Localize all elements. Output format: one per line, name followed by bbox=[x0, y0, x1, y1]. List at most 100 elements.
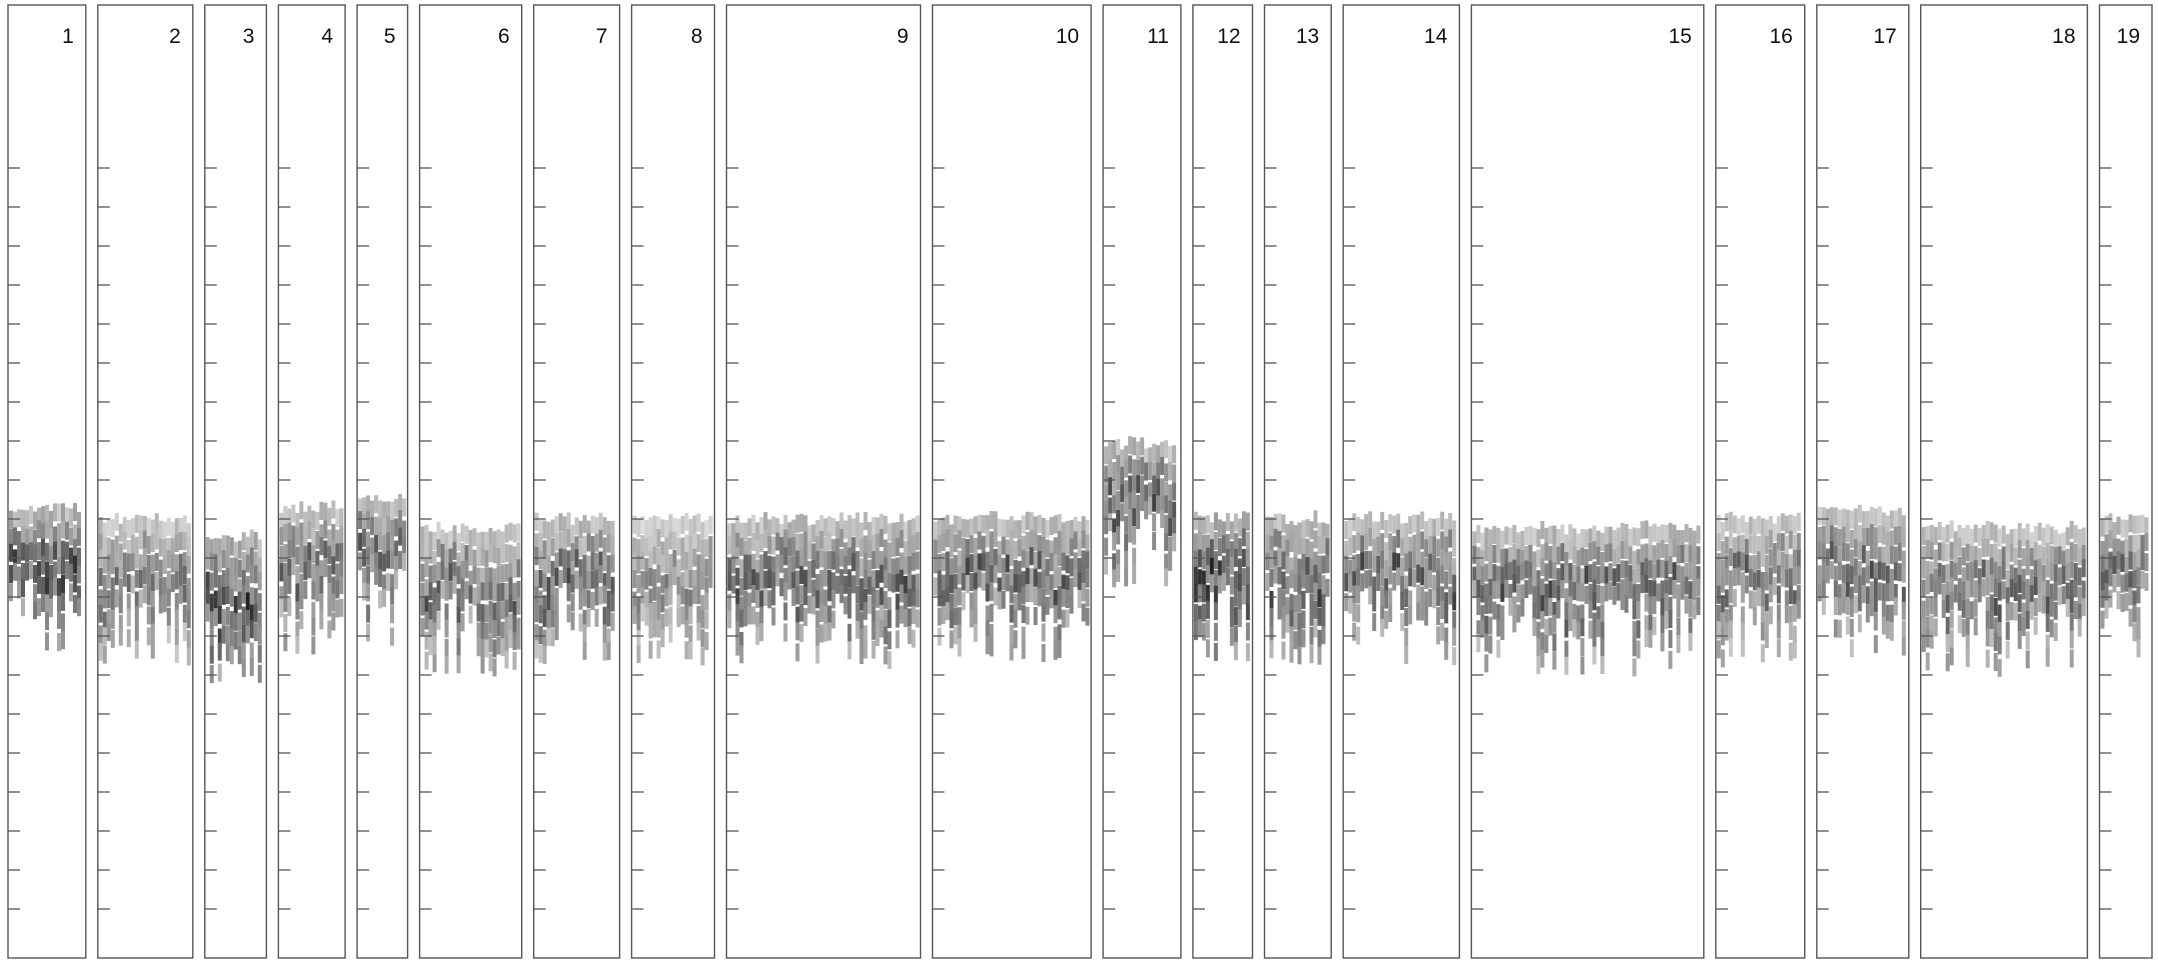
heatmap-cell bbox=[1476, 563, 1481, 582]
heatmap-cell bbox=[327, 545, 332, 564]
chromosome-panel-4: 4 bbox=[277, 4, 346, 959]
heatmap-cell bbox=[1112, 462, 1117, 480]
heatmap-cell bbox=[985, 529, 990, 548]
heatmap-cell bbox=[1156, 495, 1161, 514]
heatmap-cell bbox=[1057, 640, 1062, 659]
heatmap-cell bbox=[1676, 618, 1681, 636]
heatmap-cell bbox=[1104, 500, 1109, 519]
heatmap-cell bbox=[428, 565, 433, 584]
chromosome-panel-6: 6 bbox=[418, 4, 523, 959]
heatmap-cell bbox=[1732, 515, 1737, 534]
heatmap-cell bbox=[1293, 573, 1298, 592]
heatmap-cell bbox=[21, 509, 25, 528]
heatmap-cell bbox=[915, 573, 920, 592]
heatmap-cell bbox=[1684, 544, 1689, 563]
heatmap-cell bbox=[241, 606, 246, 625]
heatmap-cell bbox=[977, 553, 982, 572]
heatmap-cell bbox=[468, 605, 473, 624]
heatmap-cell bbox=[428, 637, 433, 656]
heatmap-cell bbox=[1981, 525, 1986, 543]
heatmap-cell bbox=[1049, 553, 1054, 572]
heatmap-cell bbox=[819, 531, 824, 549]
heatmap-cell bbox=[1600, 552, 1605, 570]
heatmap-cell bbox=[41, 594, 45, 612]
heatmap-cell bbox=[69, 583, 73, 602]
heatmap-cell bbox=[887, 573, 892, 592]
heatmap-cell bbox=[1636, 584, 1641, 602]
heatmap-cell bbox=[859, 558, 864, 577]
heatmap-cell bbox=[1045, 539, 1050, 558]
heatmap-cell bbox=[640, 516, 645, 534]
heatmap-cell bbox=[2045, 523, 2050, 542]
heatmap-cell bbox=[815, 536, 820, 555]
heatmap-cell bbox=[1849, 639, 1854, 658]
heatmap-cell bbox=[534, 547, 539, 566]
heatmap-cell bbox=[102, 645, 107, 664]
heatmap-cell bbox=[1877, 506, 1882, 525]
heatmap-cell bbox=[1937, 576, 1942, 595]
heatmap-cell bbox=[1885, 604, 1890, 623]
heatmap-cell bbox=[546, 555, 551, 574]
heatmap-cell bbox=[1452, 611, 1457, 630]
heatmap-cell bbox=[1168, 536, 1173, 555]
heatmap-cell bbox=[891, 538, 896, 557]
panel-label: 6 bbox=[498, 25, 510, 48]
heatmap-cell bbox=[851, 575, 856, 594]
panel-frame bbox=[630, 4, 716, 959]
heatmap-cell bbox=[1989, 629, 1994, 648]
heatmap-cell bbox=[1957, 556, 1962, 575]
heatmap-cell bbox=[957, 516, 962, 535]
heatmap-cell bbox=[1053, 641, 1058, 660]
heatmap-cell bbox=[907, 537, 912, 556]
heatmap-cell bbox=[241, 551, 246, 570]
heatmap-cell bbox=[209, 572, 214, 591]
heatmap-cell bbox=[542, 520, 547, 539]
heatmap-cell bbox=[1752, 591, 1757, 610]
heatmap-cell bbox=[1168, 518, 1173, 536]
heatmap-cell bbox=[1376, 536, 1381, 555]
heatmap-cell bbox=[985, 515, 990, 534]
heatmap-cell bbox=[299, 522, 304, 541]
heatmap-cell bbox=[1620, 560, 1625, 579]
heatmap-cell bbox=[166, 570, 171, 589]
heatmap-cell bbox=[1069, 595, 1074, 614]
heatmap-cell bbox=[1396, 567, 1401, 586]
heatmap-cell bbox=[1564, 656, 1569, 675]
heatmap-cell bbox=[257, 612, 262, 631]
heatmap-cell bbox=[933, 555, 938, 574]
heatmap-cell bbox=[33, 601, 37, 620]
heatmap-cell bbox=[1985, 538, 1990, 557]
heatmap-cell bbox=[496, 601, 501, 620]
heatmap-cell bbox=[114, 589, 119, 608]
heatmap-cell bbox=[241, 624, 246, 643]
heatmap-cell bbox=[69, 527, 73, 546]
heatmap-cell bbox=[989, 564, 994, 583]
heatmap-cell bbox=[1432, 518, 1437, 537]
heatmap-cell bbox=[209, 539, 214, 558]
heatmap-cell bbox=[504, 650, 509, 669]
heatmap-cell bbox=[307, 505, 312, 524]
heatmap-cell bbox=[1792, 534, 1797, 553]
heatmap-cell bbox=[138, 554, 143, 573]
heatmap-cell bbox=[1965, 634, 1970, 653]
heatmap-cell bbox=[534, 533, 539, 552]
heatmap-cell bbox=[488, 634, 493, 653]
heatmap-cell bbox=[1993, 579, 1998, 597]
heatmap-cell bbox=[1041, 603, 1046, 622]
heatmap-cell bbox=[891, 522, 896, 541]
heatmap-cell bbox=[98, 568, 103, 586]
heatmap-cell bbox=[1825, 525, 1830, 544]
heatmap-cell bbox=[771, 587, 776, 606]
heatmap-cell bbox=[1873, 508, 1878, 527]
heatmap-cell bbox=[1788, 514, 1793, 533]
heatmap-cell bbox=[424, 541, 429, 560]
heatmap-cell bbox=[1560, 563, 1565, 582]
heatmap-cell bbox=[965, 575, 970, 594]
heatmap-cell bbox=[771, 516, 776, 535]
heatmap-cell bbox=[1833, 545, 1838, 564]
heatmap-cell bbox=[1728, 604, 1733, 623]
heatmap-cell bbox=[759, 590, 764, 609]
heatmap-cell bbox=[957, 587, 962, 606]
heatmap-cell bbox=[1560, 524, 1565, 543]
heatmap-cell bbox=[1301, 590, 1306, 609]
